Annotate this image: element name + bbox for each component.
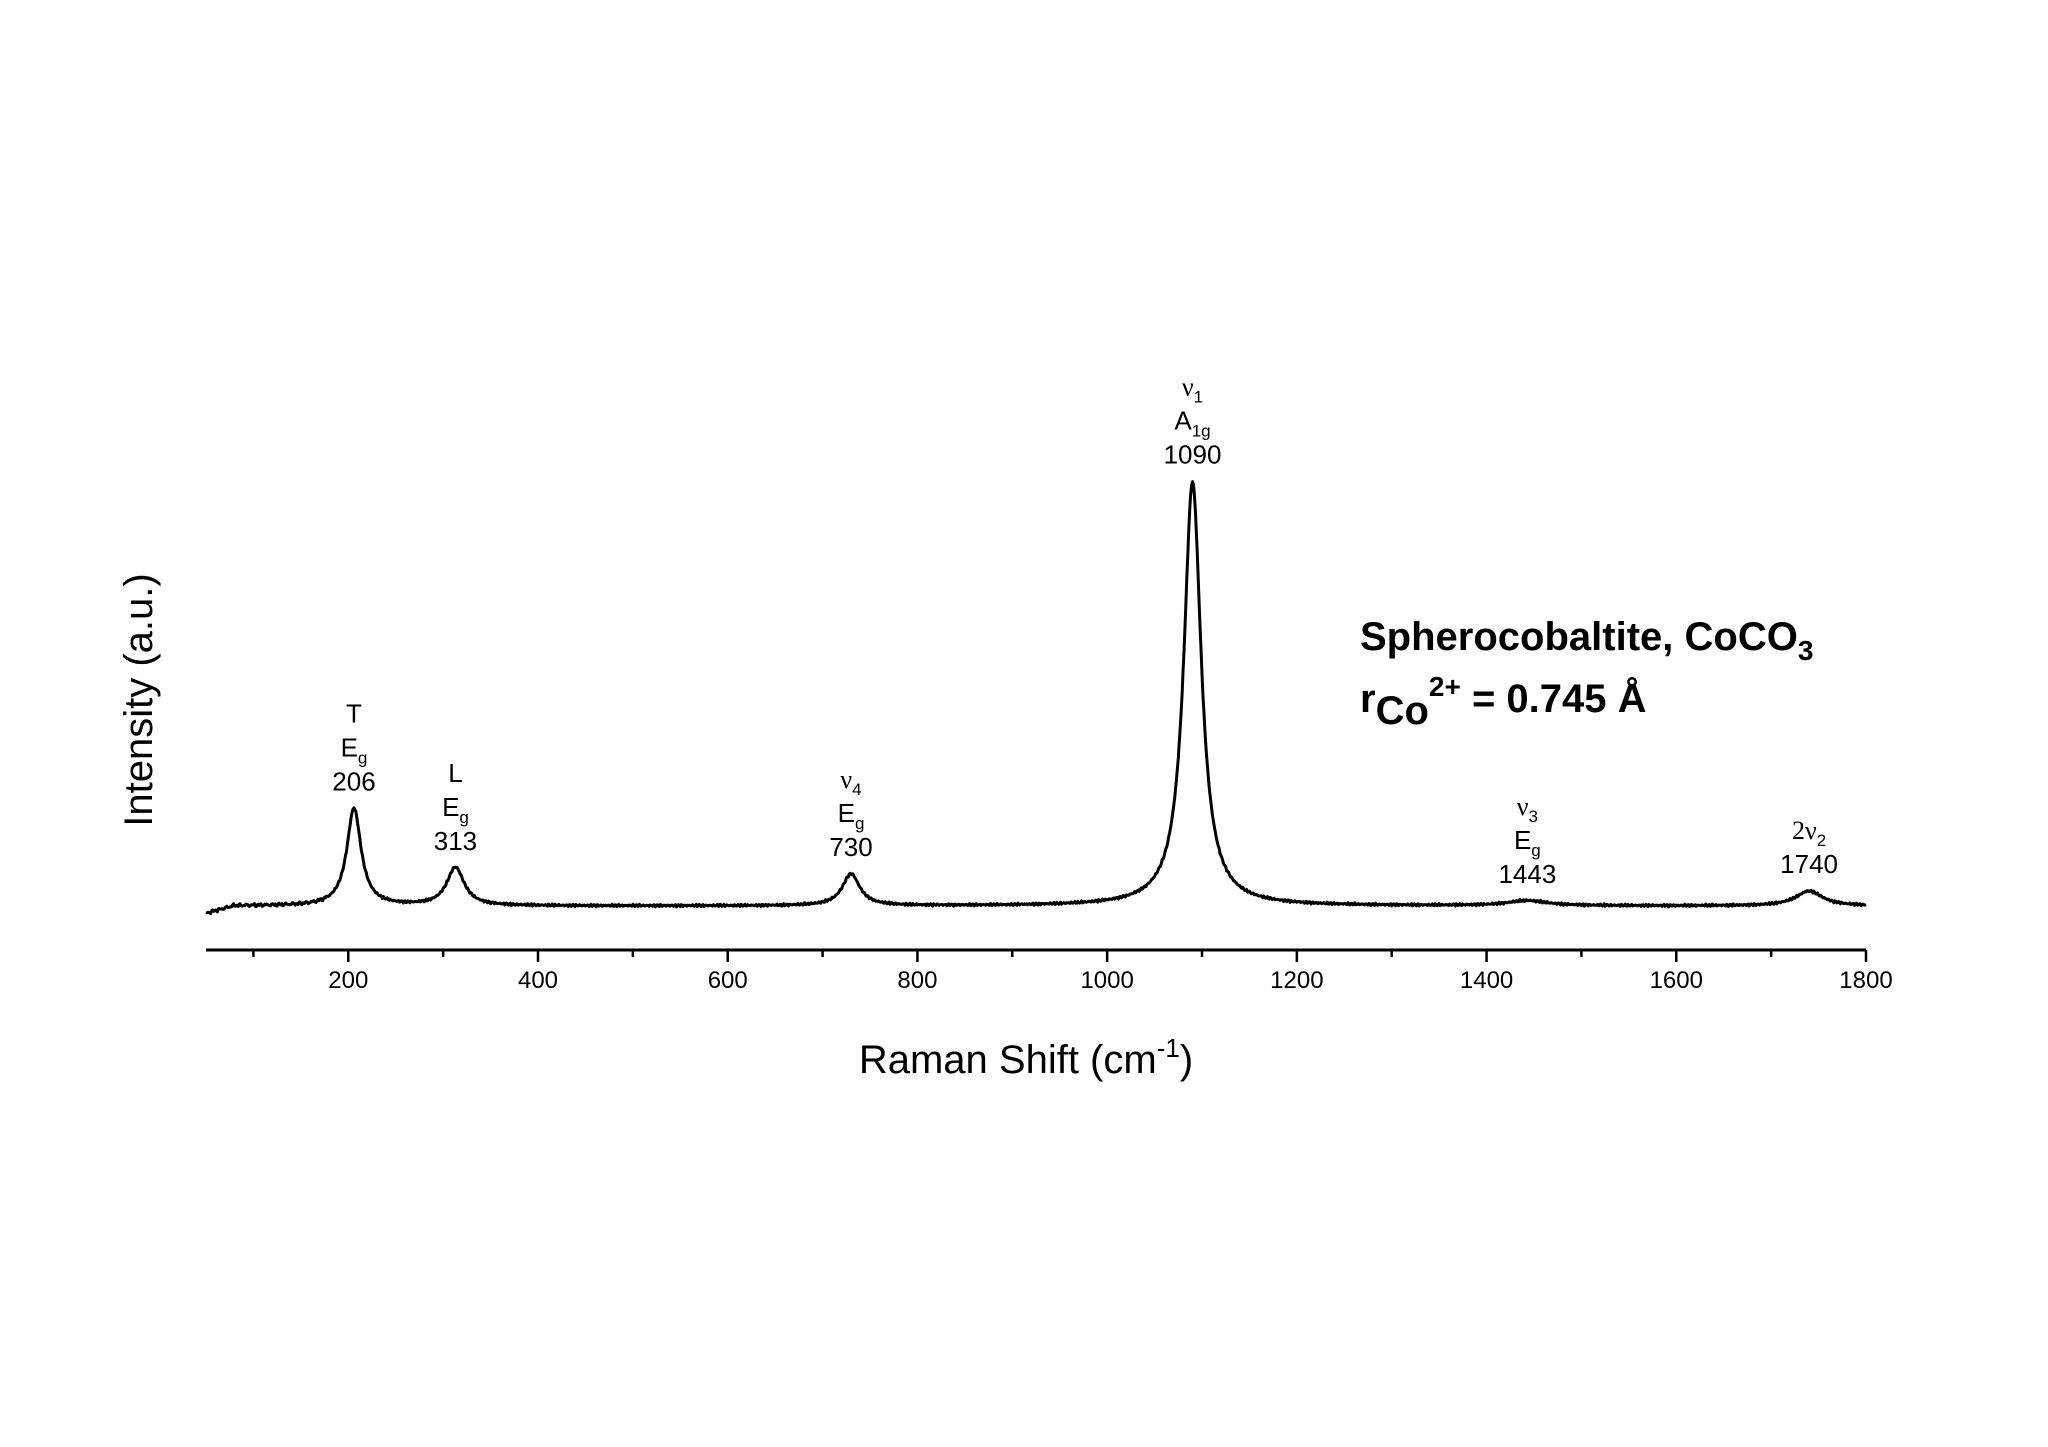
x-tick-label: 200 — [328, 967, 368, 994]
peak-label-line: Eg — [838, 798, 865, 833]
ionic-radius-annotation: rCo2+ = 0.745 Å — [1360, 671, 1647, 733]
peak-label-line: 1443 — [1498, 859, 1556, 889]
peak-label-line: T — [346, 698, 362, 728]
peak-label-line: A1g — [1174, 406, 1210, 441]
peak-label-line: Eg — [1514, 825, 1541, 860]
x-tick-label: 1400 — [1460, 967, 1513, 994]
x-tick-label: 1200 — [1270, 967, 1323, 994]
x-tick-label: 400 — [518, 967, 558, 994]
x-tick-label: 1600 — [1650, 967, 1703, 994]
x-axis-ticks — [252, 950, 1868, 962]
peak-label-line: 1090 — [1164, 440, 1222, 470]
peak-label-line: 2ν2 — [1792, 816, 1826, 850]
mineral-name-annotation: Spherocobaltite, CoCO3 — [1360, 615, 1813, 666]
x-tick-label: 1800 — [1839, 967, 1892, 994]
peak-label-line: ν3 — [1517, 792, 1538, 826]
peak-label-line: ν1 — [1182, 373, 1203, 407]
peak-label-line: L — [448, 758, 462, 788]
peak-label-line: Eg — [341, 732, 368, 767]
x-tick-label: 600 — [708, 967, 748, 994]
x-axis-title: Raman Shift (cm-1) — [859, 1033, 1193, 1082]
peak-label-line: 313 — [434, 826, 477, 856]
peak-label-line: 1740 — [1780, 849, 1838, 879]
peak-label-line: ν4 — [840, 765, 861, 799]
peak-label-line: 730 — [829, 832, 872, 862]
peak-label-line: 206 — [332, 766, 375, 796]
peak-label-line: Eg — [442, 792, 469, 827]
y-axis-title: Intensity (a.u.) — [117, 573, 161, 826]
spectrum-line — [205, 480, 1867, 916]
x-tick-label: 1000 — [1080, 967, 1133, 994]
x-axis-tick-labels: 200 400 600 800 1000 1200 1400 1600 1800 — [328, 967, 1892, 994]
x-tick-label: 800 — [897, 967, 937, 994]
